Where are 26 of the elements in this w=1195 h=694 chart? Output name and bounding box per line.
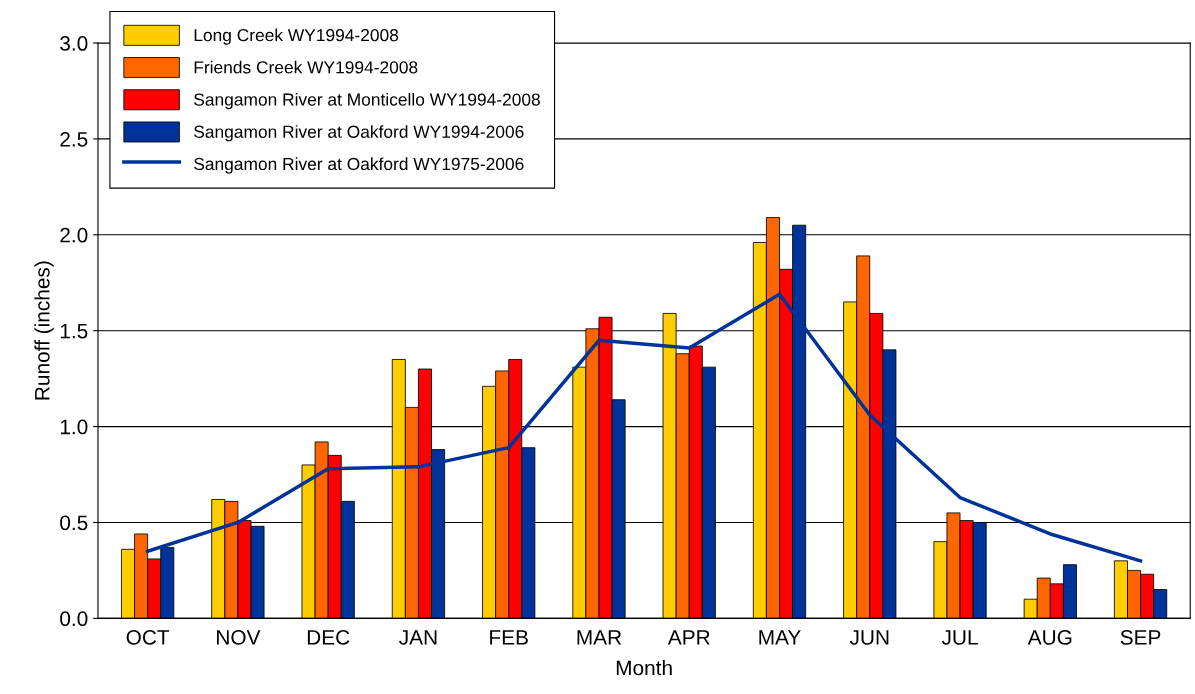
y-tick-label: 2.0 (60, 227, 88, 243)
legend-label: Sangamon River at Oakford WY1994-2006 (194, 125, 524, 142)
x-axis-title: Month (616, 660, 672, 676)
legend-label: Long Creek WY1994-2008 (194, 28, 399, 45)
x-tick-label: MAR (577, 630, 622, 645)
legend-label: Sangamon River at Monticello WY1994-2008 (194, 92, 540, 110)
x-tick-label: SEP (1120, 630, 1161, 645)
x-tick-label: JUN (849, 630, 889, 645)
x-tick-label: FEB (490, 630, 528, 645)
x-tick-label: NOV (217, 630, 261, 645)
x-tick-label: MAY (759, 630, 801, 645)
x-tick-label: AUG (1027, 630, 1072, 645)
y-tick-label: 1.5 (60, 323, 88, 339)
y-tick-label: 0.5 (60, 515, 88, 531)
y-tick-label: 2.5 (60, 131, 88, 147)
y-tick-label: 3.0 (60, 36, 88, 51)
y-tick-label: 0.0 (60, 611, 88, 627)
x-tick-label: OCT (126, 630, 170, 645)
x-tick-label: APR (667, 630, 710, 645)
x-tick-label: JUL (941, 630, 978, 645)
legend-label: Friends Creek WY1994-2008 (194, 60, 418, 74)
y-axis-title: Runoff (inches) (34, 261, 54, 400)
y-tick-label: 1.0 (60, 419, 88, 435)
x-tick-label: DEC (307, 630, 350, 645)
x-tick-label: JAN (399, 630, 437, 645)
legend-label: Sangamon River at Oakford WY1975-2006 (194, 157, 524, 174)
